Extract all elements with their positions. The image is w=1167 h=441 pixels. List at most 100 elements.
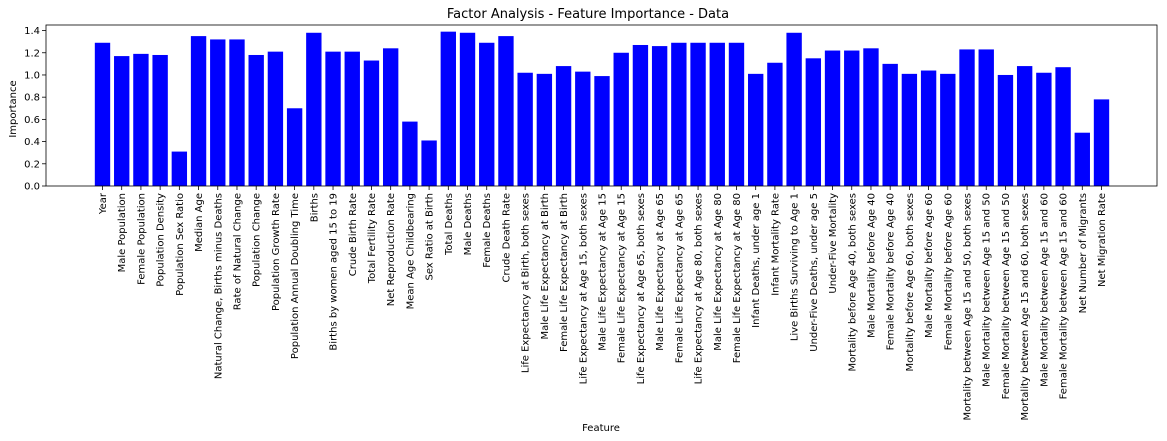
x-tick-label: Female Mortality before Age 60	[943, 193, 954, 350]
x-tick-label: Female Population	[136, 193, 147, 285]
x-tick-label: Female Life Expectancy at Age 15	[617, 193, 628, 363]
y-axis-label: Importance	[8, 80, 19, 137]
bar	[863, 48, 879, 186]
x-tick-label: Life Expectancy at Age 80, both sexes	[694, 193, 705, 384]
x-tick-label: Total Deaths	[444, 193, 455, 256]
x-tick-label: Mortality between Age 15 and 60, both se…	[1020, 193, 1031, 420]
bar	[133, 53, 149, 187]
x-tick-label: Life Expectancy at Birth, both sexes	[521, 193, 532, 373]
x-tick-label: Female Mortality before Age 40	[886, 193, 897, 350]
bar	[671, 42, 687, 186]
x-tick-label: Under-Five Deaths, under age 5	[809, 193, 820, 352]
bar	[114, 56, 130, 186]
bar	[632, 44, 649, 186]
x-tick-label: Mean Age Childbearing	[405, 193, 416, 309]
x-tick-label: Median Age	[194, 193, 205, 252]
x-tick-label: Population Sex Ratio	[175, 193, 186, 296]
bar	[767, 62, 783, 186]
x-tick-label: Male Mortality before Age 40	[866, 193, 877, 338]
y-tick-label: 1.2	[24, 48, 40, 59]
y-tick-label: 1.4	[24, 26, 40, 37]
bar	[824, 50, 841, 186]
x-tick-label: Infant Mortality Rate	[770, 193, 781, 296]
bar	[728, 42, 745, 186]
x-tick-label: Male Life Expectancy at Age 65	[655, 193, 666, 351]
bar	[479, 42, 495, 186]
x-tick-label: Net Migration Rate	[1097, 193, 1108, 287]
bar	[882, 63, 898, 186]
x-tick-label: Male Mortality between Age 15 and 50	[982, 193, 993, 387]
bar	[1055, 67, 1071, 186]
bar	[920, 70, 937, 186]
bar	[517, 72, 533, 186]
bar	[709, 42, 725, 186]
x-axis-label: Feature	[582, 423, 620, 434]
x-tick-label: Male Life Expectancy at Age 80	[713, 193, 724, 351]
x-tick-label: Crude Birth Rate	[348, 193, 359, 276]
x-tick-label: Total Fertility Rate	[367, 193, 378, 284]
x-axis-ticks: Year Male Population Female Population Popu…	[98, 186, 1108, 420]
bar	[940, 73, 956, 186]
x-tick-label: Male Deaths	[463, 193, 474, 255]
x-tick-label: Male Life Expectancy at Birth	[540, 193, 551, 340]
y-tick-label: 0.2	[24, 159, 40, 170]
x-tick-label: Life Expectancy at Age 15, both sexes	[578, 193, 589, 384]
bar	[613, 52, 629, 186]
x-tick-label: Infant Deaths, under age 1	[751, 193, 762, 328]
bar	[575, 71, 591, 186]
x-tick-label: Crude Death Rate	[501, 193, 512, 282]
bar	[901, 73, 918, 186]
plot-frame	[45, 24, 1158, 187]
bar	[190, 36, 207, 186]
bar	[651, 46, 668, 186]
x-tick-label: Mortality before Age 60, both sexes	[905, 193, 916, 372]
bar	[248, 54, 264, 186]
x-tick-label: Natural Change, Births minus Deaths	[213, 193, 224, 379]
x-tick-label: Female Life Expectancy at Birth	[559, 193, 570, 352]
bar	[421, 140, 437, 186]
bar	[306, 32, 322, 186]
x-tick-label: Births	[309, 193, 320, 222]
x-tick-label: Net Number of Migrants	[1078, 193, 1089, 313]
x-tick-label: Births by women aged 15 to 19	[329, 193, 340, 351]
x-tick-label: Female Deaths	[482, 193, 493, 268]
bar	[402, 121, 418, 186]
x-tick-label: Population Density	[156, 193, 167, 287]
x-tick-label: Net Reproduction Rate	[386, 193, 397, 306]
bar	[152, 54, 168, 186]
bar	[498, 36, 514, 186]
bar	[344, 51, 360, 186]
y-tick-label: 0.4	[24, 137, 40, 148]
y-axis-ticks: 0.0 0.2 0.4 0.6 0.8 1.0 1.2 1.4	[24, 26, 46, 193]
bar	[748, 73, 764, 186]
x-tick-label: Population Change	[252, 193, 263, 287]
x-tick-label: Female Life Expectancy at Age 65	[674, 193, 685, 363]
bars	[94, 31, 1110, 187]
bar	[94, 42, 111, 186]
x-tick-label: Female Life Expectancy at Age 80	[732, 193, 743, 363]
x-tick-label: Under-Five Mortality	[828, 193, 839, 294]
bar	[440, 31, 456, 187]
bar	[363, 60, 380, 186]
bar	[1016, 66, 1033, 186]
x-tick-label: Mortality between Age 15 and 50, both se…	[963, 193, 974, 420]
x-tick-label: Population Annual Doubling Time	[290, 193, 301, 359]
y-tick-label: 0.8	[24, 93, 40, 104]
x-tick-label: Sex Ratio at Birth	[425, 193, 436, 281]
bar	[286, 108, 303, 186]
x-tick-label: Male Life Expectancy at Age 15	[598, 193, 609, 351]
bar	[1036, 72, 1052, 186]
chart-title: Factor Analysis - Feature Importance - D…	[447, 7, 729, 22]
bar	[805, 58, 822, 186]
x-tick-label: Male Mortality between Age 15 and 60	[1039, 193, 1050, 387]
bar	[382, 48, 399, 186]
bar	[1093, 99, 1110, 186]
y-tick-label: 0.6	[24, 115, 40, 126]
x-tick-label: Life Expectancy at Age 65, both sexes	[636, 193, 647, 384]
bar	[594, 76, 610, 186]
bar	[997, 74, 1014, 186]
x-tick-label: Live Births Surviving to Age 1	[790, 193, 801, 341]
x-tick-label: Year	[98, 192, 109, 215]
bar	[210, 39, 226, 187]
